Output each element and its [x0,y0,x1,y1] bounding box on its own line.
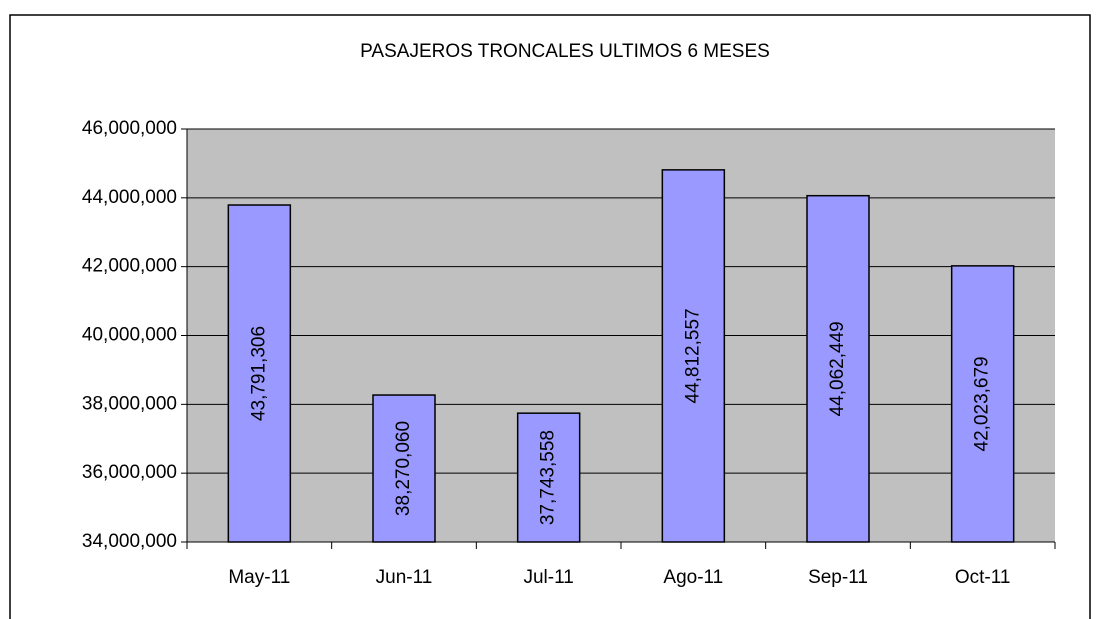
y-tick-label: 46,000,000 [82,118,177,139]
x-tick-label: Oct-11 [955,567,1011,588]
bar [227,204,292,543]
bar [372,394,436,543]
x-tick-label: Jun-11 [376,567,433,588]
data-label: 44,812,557 [682,308,703,403]
data-label: 44,062,449 [827,321,848,416]
bar [516,412,581,543]
bar [806,194,870,543]
data-label: 38,270,060 [393,421,414,516]
y-tick-label: 40,000,000 [82,325,177,346]
bar [661,169,726,543]
x-tick-label: Ago-11 [663,567,723,588]
data-label: 43,791,306 [248,326,269,421]
x-tick-label: Sep-11 [808,567,868,588]
x-tick-label: Jul-11 [523,567,573,588]
bar [950,265,1015,543]
data-label: 42,023,679 [972,356,993,451]
y-tick-label: 36,000,000 [82,462,177,483]
data-label: 37,743,558 [538,430,559,525]
y-tick-label: 34,000,000 [82,531,177,552]
y-tick-label: 44,000,000 [82,187,177,208]
chart-title: PASAJEROS TRONCALES ULTIMOS 6 MESES [360,41,770,62]
y-tick-label: 38,000,000 [82,393,177,414]
x-tick-label: May-11 [228,567,290,588]
y-tick-label: 42,000,000 [82,256,177,277]
